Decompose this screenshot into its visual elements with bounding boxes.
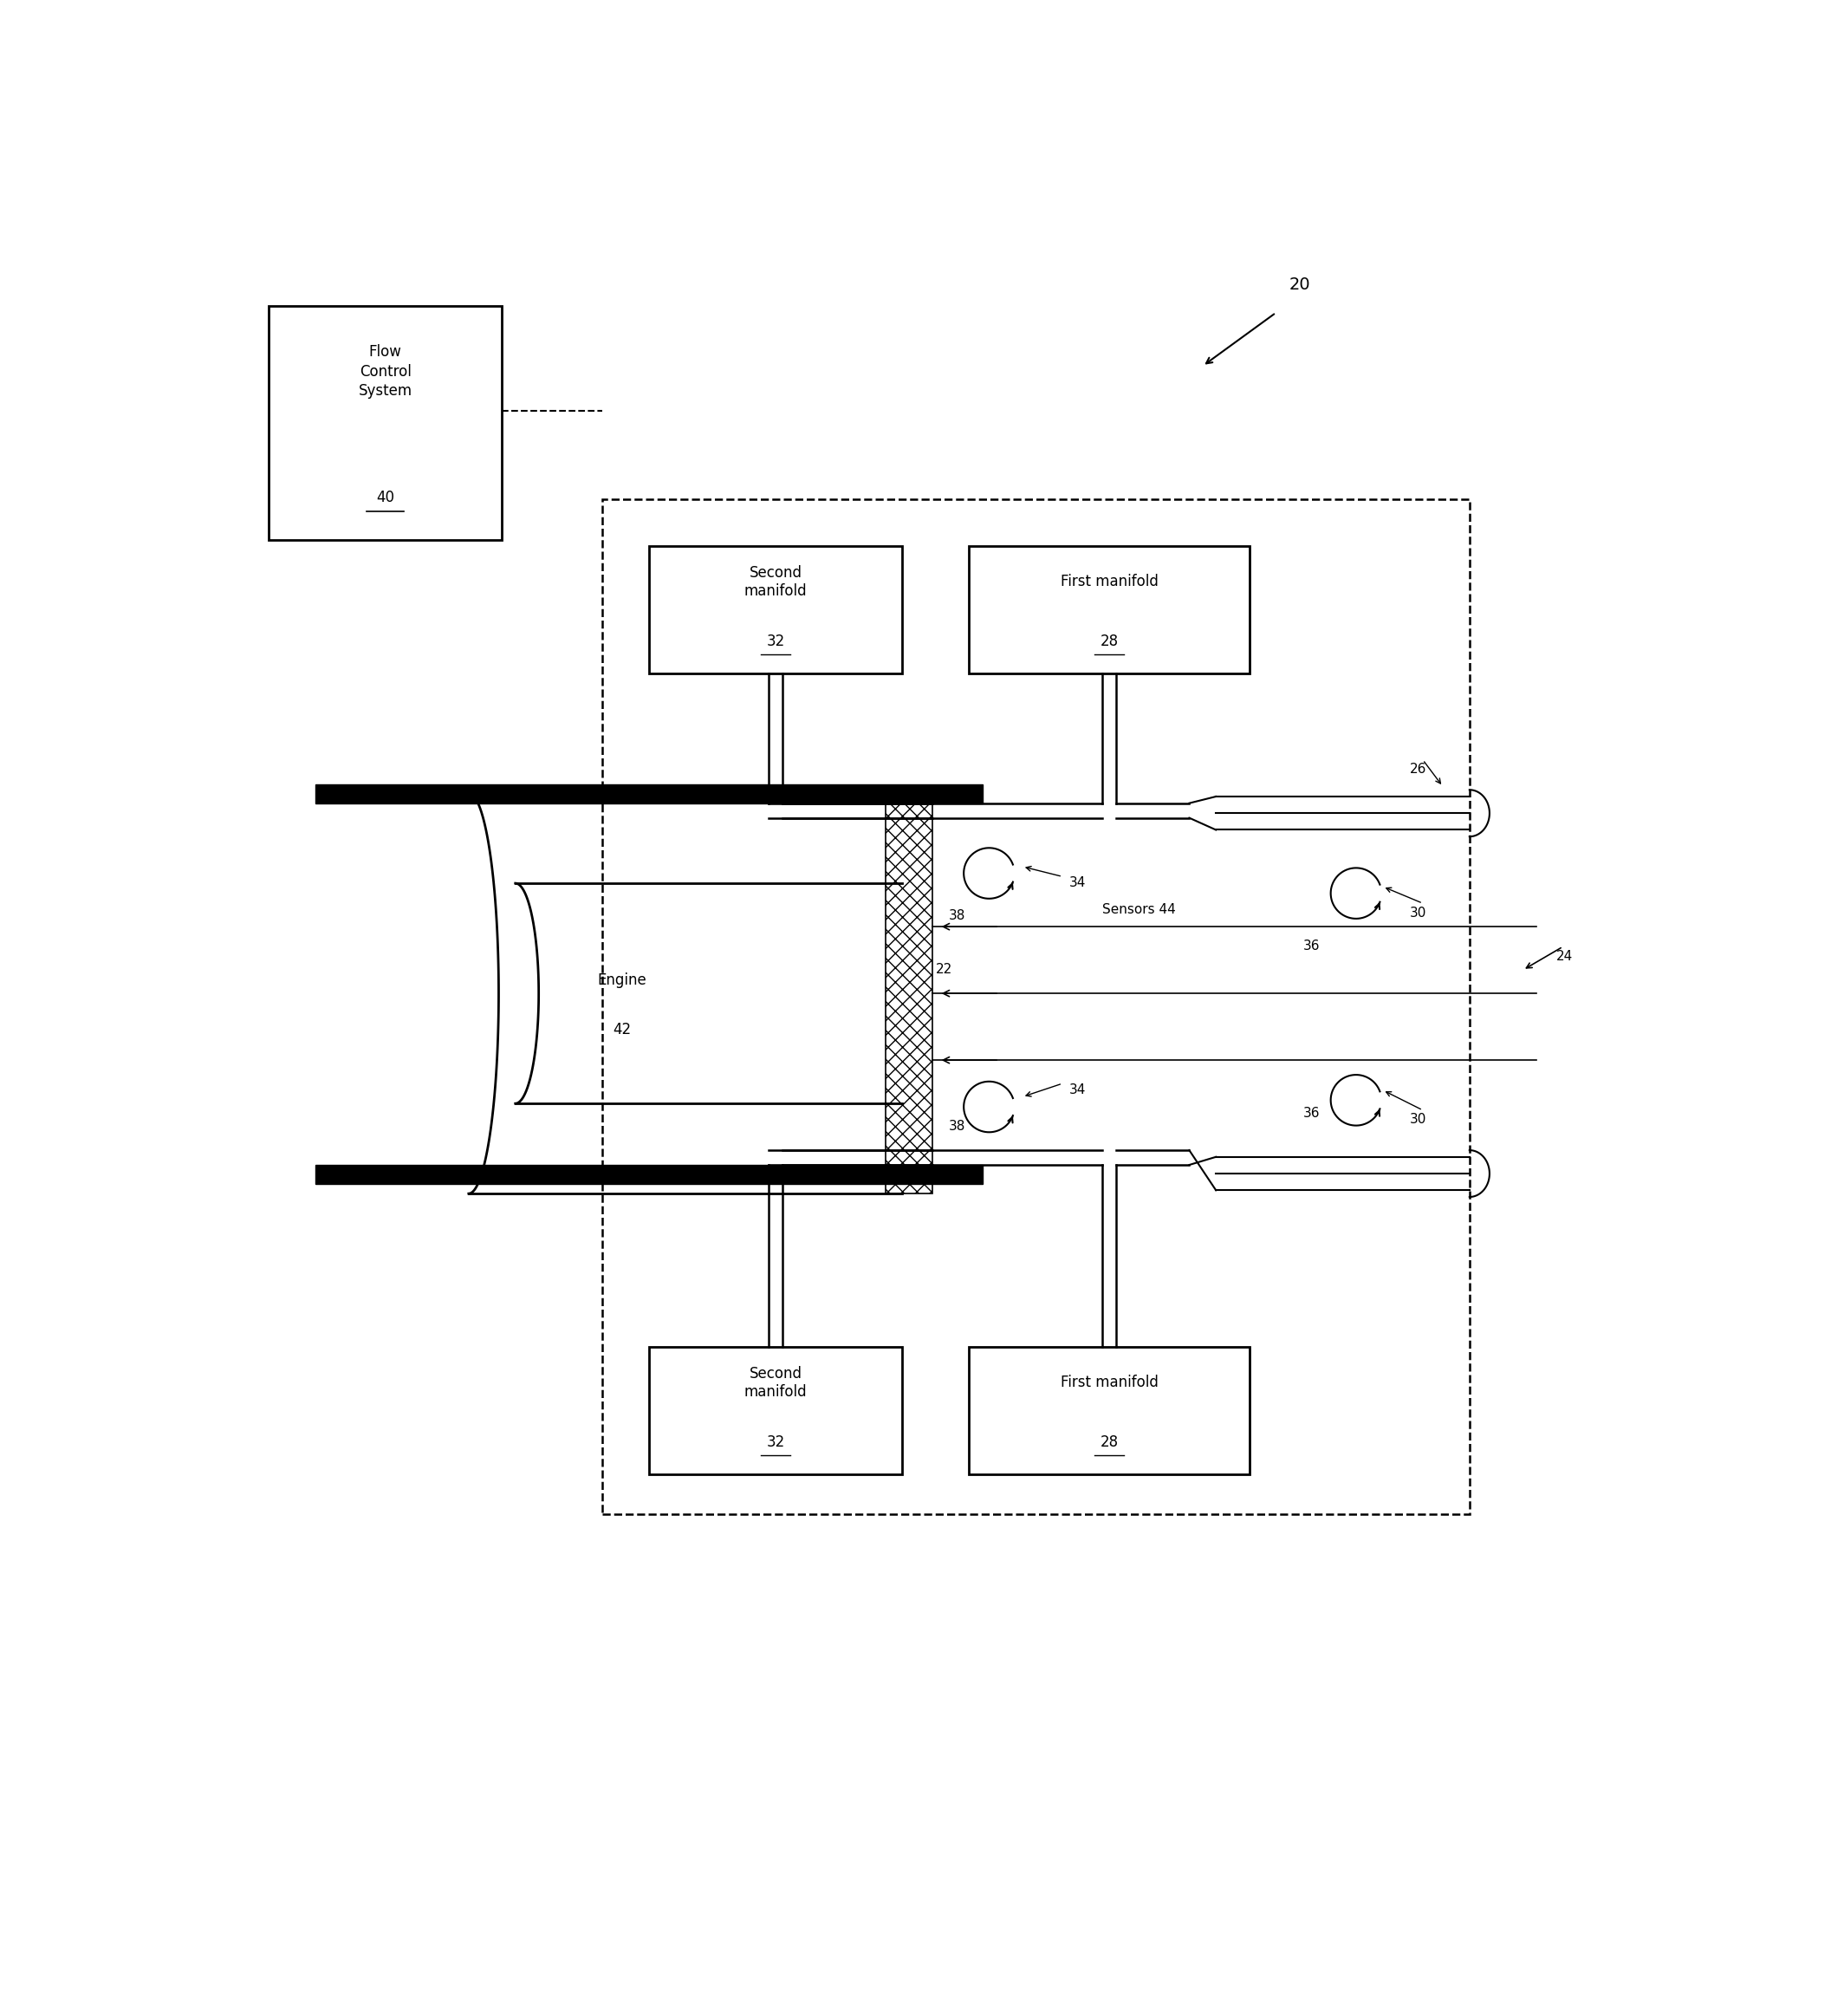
Bar bbox=[970, 1347, 1248, 1474]
Bar bbox=[315, 1165, 983, 1183]
Bar bbox=[603, 500, 1470, 1514]
Text: 20: 20 bbox=[1289, 276, 1311, 292]
Text: Second
manifold: Second manifold bbox=[745, 1365, 808, 1399]
Bar bbox=[885, 792, 933, 1193]
Text: Engine: Engine bbox=[597, 972, 647, 988]
Text: 36: 36 bbox=[1302, 939, 1320, 954]
Text: 42: 42 bbox=[612, 1022, 631, 1038]
Text: Sensors 44: Sensors 44 bbox=[1103, 903, 1176, 915]
Text: 36: 36 bbox=[1302, 1107, 1320, 1119]
Text: 22: 22 bbox=[935, 964, 952, 976]
Text: 28: 28 bbox=[1101, 1435, 1117, 1450]
Text: 38: 38 bbox=[950, 909, 966, 923]
Bar bbox=[970, 546, 1248, 673]
Text: Flow
Control
System: Flow Control System bbox=[358, 345, 413, 399]
Text: Second
manifold: Second manifold bbox=[745, 564, 808, 599]
Text: 38: 38 bbox=[950, 1119, 966, 1133]
Text: 24: 24 bbox=[1556, 950, 1573, 962]
Text: 32: 32 bbox=[767, 1435, 786, 1450]
Bar bbox=[649, 546, 902, 673]
Text: 40: 40 bbox=[376, 490, 395, 506]
Bar bbox=[649, 1347, 902, 1474]
Text: 34: 34 bbox=[1070, 1083, 1086, 1097]
Text: First manifold: First manifold bbox=[1060, 575, 1158, 589]
Bar bbox=[315, 784, 983, 802]
Text: 34: 34 bbox=[1070, 877, 1086, 889]
Text: 30: 30 bbox=[1409, 1113, 1425, 1127]
Text: 30: 30 bbox=[1409, 907, 1425, 919]
Bar bbox=[269, 306, 502, 540]
Text: 32: 32 bbox=[767, 633, 786, 649]
Text: 26: 26 bbox=[1409, 762, 1425, 776]
Text: 28: 28 bbox=[1101, 633, 1117, 649]
Text: First manifold: First manifold bbox=[1060, 1375, 1158, 1391]
